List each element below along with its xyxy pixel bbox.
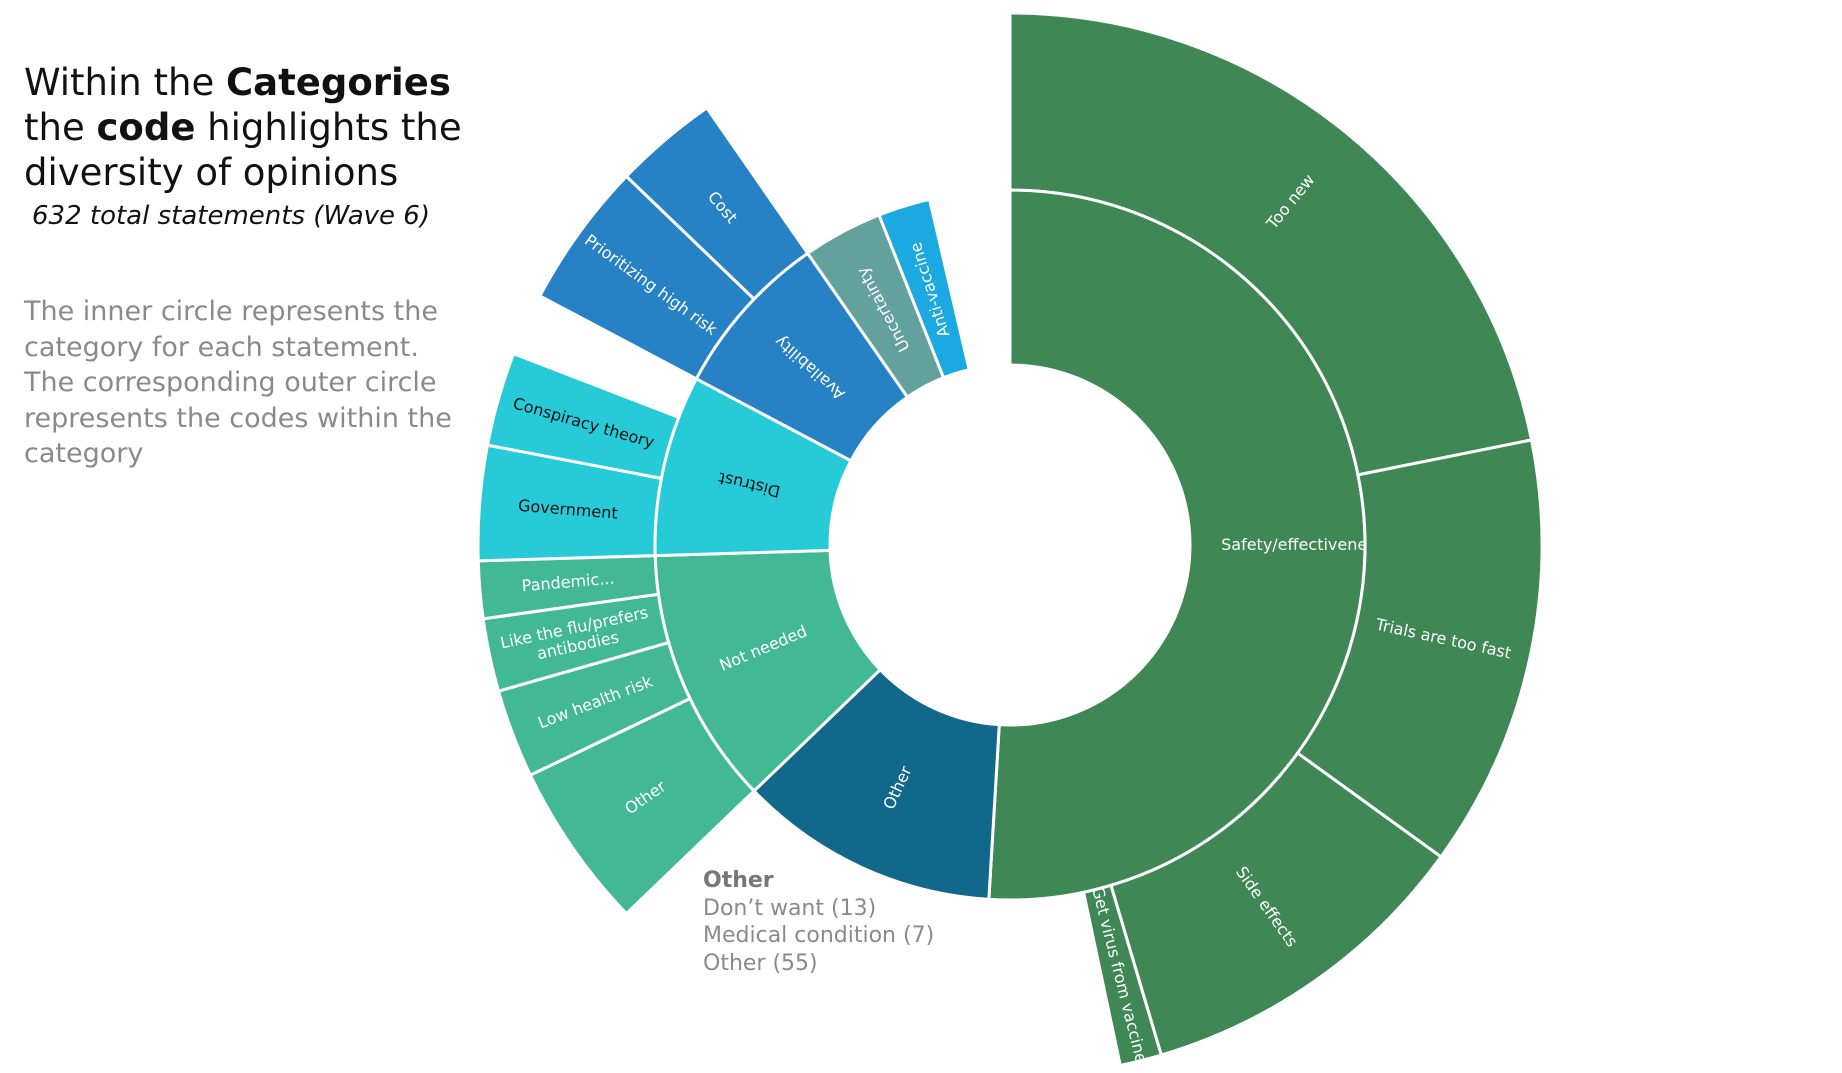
heading-line-1: Within the Categories: [24, 60, 464, 105]
segment-code-availability-cost: [624, 105, 810, 302]
label-safety-effectiveness: Safety/effectiveness: [1221, 535, 1384, 554]
chart-subtitle: 632 total statements (Wave 6): [32, 201, 430, 231]
other-note-item: Don’t want (13): [703, 895, 877, 921]
heading-line-2-post: highlights the: [195, 106, 462, 149]
other-note-title: Other: [703, 868, 774, 893]
heading-line-1-text: Within the: [24, 61, 226, 104]
other-note-item: Medical condition (7): [703, 923, 935, 948]
other-note-item: Other (55): [703, 950, 818, 976]
chart-description: The inner circle represents the category…: [24, 294, 464, 472]
heading-line-3: diversity of opinions: [24, 151, 399, 194]
segment-code-safety-effectiveness-get-virus-from-vaccine: [1081, 883, 1164, 1068]
other-category-note: Other Don’t want (13) Medical condition …: [703, 867, 934, 977]
heading-code-bold: code: [96, 106, 196, 149]
segment-anti-vaccine: [877, 197, 971, 380]
segment-code-safety-effectiveness-too-new: [1008, 11, 1534, 477]
heading-line-2: the code highlights the: [24, 105, 464, 150]
heading-categories-bold: Categories: [225, 61, 451, 104]
description-text: The inner circle represents the category…: [24, 296, 452, 469]
chart-heading: Within the Categories the code highlight…: [24, 60, 464, 231]
segment-code-distrust-conspiracy-theory: [485, 351, 681, 481]
heading-line-2-pre: the: [24, 106, 97, 149]
